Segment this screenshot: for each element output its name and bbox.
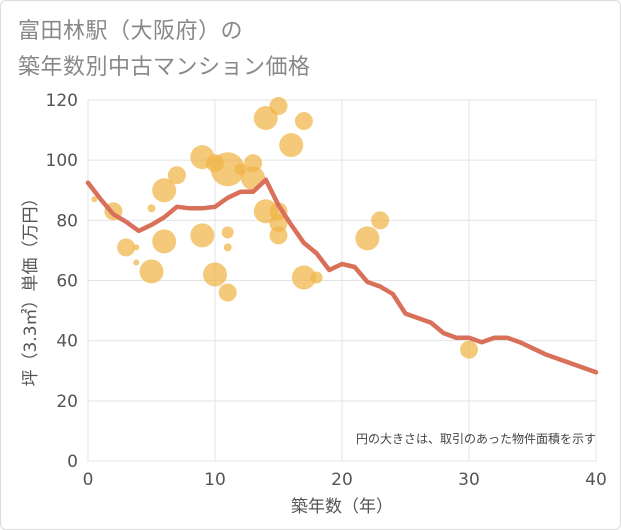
bubble-point xyxy=(279,133,304,158)
x-tick-label: 30 xyxy=(458,470,480,490)
y-tick-label: 20 xyxy=(56,392,78,412)
bubble-point xyxy=(291,265,316,290)
bubble-point xyxy=(371,211,390,230)
bubble-point xyxy=(210,152,245,187)
bubble-point xyxy=(152,229,177,254)
y-tick-label: 80 xyxy=(56,211,78,231)
bubble-point xyxy=(294,112,313,131)
bubble-point xyxy=(355,226,380,251)
average-price-line xyxy=(85,177,599,375)
bubble-point xyxy=(223,243,232,252)
bubble-point xyxy=(460,340,478,359)
bubble-point xyxy=(310,271,323,284)
bubble-point xyxy=(133,244,140,251)
bubble-size-note: 円の大きさは、取引のあった物件面積を示す xyxy=(356,431,596,446)
x-tick-label: 20 xyxy=(331,470,353,490)
chart-title-line2: 築年数別中古マンション価格 xyxy=(18,55,311,80)
y-axis-label: 坪（3.3㎡）単価（万円） xyxy=(21,189,41,386)
bubble-point xyxy=(117,238,136,257)
y-tick-label: 120 xyxy=(46,91,78,111)
bubble-point xyxy=(190,223,215,248)
bubble-layer xyxy=(91,97,478,359)
bubble-point xyxy=(133,259,140,266)
bubble-point xyxy=(139,259,164,284)
bubble-point xyxy=(167,166,186,185)
bubble-point xyxy=(269,97,288,116)
chart-title-line1: 富田林駅（大阪府）の xyxy=(18,19,244,44)
bubble-point xyxy=(203,262,227,287)
y-tick-label: 40 xyxy=(56,332,78,352)
axis-ticks: 0 20 40 60 80 100 120 0 10 20 30 40 xyxy=(46,91,607,490)
trend-line-layer xyxy=(85,177,599,375)
x-axis-label: 築年数（年） xyxy=(291,497,393,517)
bubble-point xyxy=(91,196,98,203)
x-tick-label: 10 xyxy=(204,470,226,490)
grid-lines xyxy=(87,99,597,462)
x-tick-label: 40 xyxy=(585,470,607,490)
y-tick-label: 60 xyxy=(56,272,78,292)
bubble-point xyxy=(218,283,237,302)
bubble-point xyxy=(147,204,156,213)
bubble-point xyxy=(269,226,288,245)
bubble-point xyxy=(253,106,278,131)
x-tick-label: 0 xyxy=(83,470,94,490)
y-tick-label: 0 xyxy=(67,452,78,472)
bubble-point xyxy=(221,226,234,239)
y-tick-label: 100 xyxy=(46,151,78,171)
bubble-point xyxy=(152,178,177,203)
